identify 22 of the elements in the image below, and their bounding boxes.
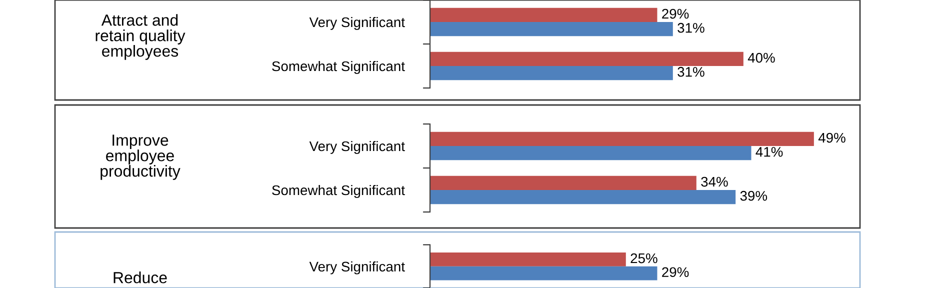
bar <box>430 176 696 190</box>
data-label: 31% <box>678 22 704 33</box>
data-label: 40% <box>748 52 775 63</box>
text: Improve employee productivity <box>100 134 180 180</box>
text: Reduce <box>114 272 167 284</box>
data-label: 39% <box>740 190 768 201</box>
data-label: 31% <box>678 66 704 77</box>
bar <box>430 190 736 204</box>
y-tick-label: Somewhat Significant <box>272 184 405 198</box>
data-label: 41% <box>756 146 783 157</box>
y-tick-label: Very Significant <box>309 261 405 274</box>
data-label: 25% <box>630 253 658 264</box>
data-label: 29% <box>662 267 689 278</box>
bar <box>430 146 752 160</box>
data-label: 49% <box>818 132 846 143</box>
y-tick-label: Very Significant <box>309 16 405 30</box>
text: Attract and retain quality employees <box>96 14 186 60</box>
bar <box>430 132 814 146</box>
y-tick-label: Very Significant <box>309 140 405 154</box>
data-label: 29% <box>662 8 689 19</box>
y-tick-label: Somewhat Significant <box>272 60 405 74</box>
data-label: 34% <box>701 176 728 187</box>
